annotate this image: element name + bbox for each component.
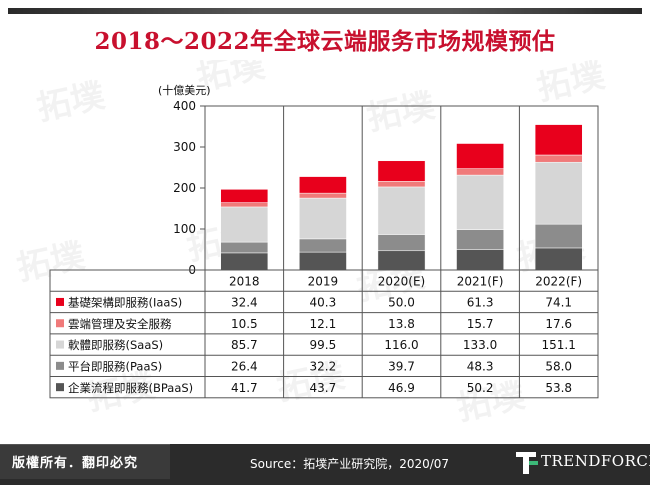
bar-segment: [456, 229, 504, 250]
top-rule: [8, 8, 642, 14]
y-tick-label: 200: [173, 181, 196, 195]
bar-segment: [220, 206, 269, 243]
legend-swatch: [56, 340, 64, 349]
bar-segment: [456, 249, 504, 271]
logo-text: TRENDFORCE: [541, 452, 650, 470]
data-label: 58.0: [545, 360, 572, 374]
category-label: 2018: [229, 274, 260, 288]
trendforce-logo-icon: [516, 452, 538, 474]
category-label: 2022(F): [535, 274, 582, 288]
data-label: 99.5: [310, 338, 337, 352]
bar-segment: [377, 160, 426, 182]
bar-segment: [299, 176, 347, 194]
data-label: 46.9: [388, 381, 415, 395]
legend-swatch: [56, 361, 64, 370]
data-label: 133.0: [463, 338, 497, 352]
bar-segment: [220, 202, 269, 208]
bar-segment: [377, 181, 426, 188]
bar-segment: [534, 247, 583, 271]
data-label: 40.3: [310, 296, 337, 310]
data-label: 39.7: [388, 360, 415, 374]
bar-segment: [456, 143, 504, 169]
y-tick-label: 400: [173, 99, 196, 113]
category-label: 2019: [308, 274, 339, 288]
bar-segment: [534, 124, 583, 156]
source-text: Source：拓墣产业研究院，2020/07: [250, 457, 450, 471]
category-label: 2021(F): [457, 274, 504, 288]
legend-label: 軟體即服務(SaaS): [68, 338, 163, 352]
data-label: 74.1: [545, 296, 572, 310]
legend-swatch: [56, 297, 64, 306]
data-label: 32.4: [231, 296, 258, 310]
data-label: 85.7: [231, 338, 258, 352]
data-label: 48.3: [467, 360, 494, 374]
bar-segment: [534, 223, 583, 249]
rights-box: [0, 444, 170, 479]
bar-segment: [377, 250, 426, 271]
unit-label: (十億美元): [158, 83, 211, 97]
data-label: 17.6: [545, 317, 572, 331]
data-label: 13.8: [388, 317, 415, 331]
legend-label: 雲端管理及安全服務: [68, 317, 172, 331]
bar-segment: [534, 161, 583, 225]
data-label: 10.5: [231, 317, 258, 331]
legend-swatch: [56, 383, 64, 392]
bar-segment: [220, 189, 269, 203]
legend-label: 基礎架構即服務(IaaS): [68, 296, 182, 310]
bar-segment: [534, 154, 583, 163]
bar-segment: [456, 168, 504, 176]
data-label: 43.7: [310, 381, 337, 395]
data-label: 32.2: [310, 360, 337, 374]
data-label: 53.8: [545, 381, 572, 395]
legend-label: 企業流程即服務(BPaaS): [68, 381, 193, 395]
data-label: 12.1: [310, 317, 337, 331]
bar-segment: [456, 174, 504, 230]
bar-segment: [220, 252, 269, 271]
rights-text: 版權所有．翻印必究: [12, 456, 139, 471]
data-label: 15.7: [467, 317, 494, 331]
data-label: 26.4: [231, 360, 258, 374]
legend-swatch: [56, 319, 64, 328]
bar-segment: [299, 238, 347, 253]
bar-segment: [377, 234, 426, 252]
data-label: 50.0: [388, 296, 415, 310]
bar-segment: [299, 192, 347, 199]
bar-segment: [299, 251, 347, 271]
y-tick-label: 100: [173, 222, 196, 236]
category-label: 2020(E): [378, 274, 425, 288]
data-label: 61.3: [467, 296, 494, 310]
bar-segment: [220, 241, 269, 254]
data-label: 151.1: [542, 338, 576, 352]
y-tick-label: 300: [173, 140, 196, 154]
data-label: 50.2: [467, 381, 494, 395]
chart-title: 2018～2022年全球云端服务市场规模预估: [94, 28, 556, 55]
data-label: 41.7: [231, 381, 258, 395]
bar-segment: [299, 197, 347, 240]
data-label: 116.0: [384, 338, 418, 352]
legend-label: 平台即服務(PaaS): [68, 360, 162, 374]
bar-segment: [377, 186, 426, 235]
